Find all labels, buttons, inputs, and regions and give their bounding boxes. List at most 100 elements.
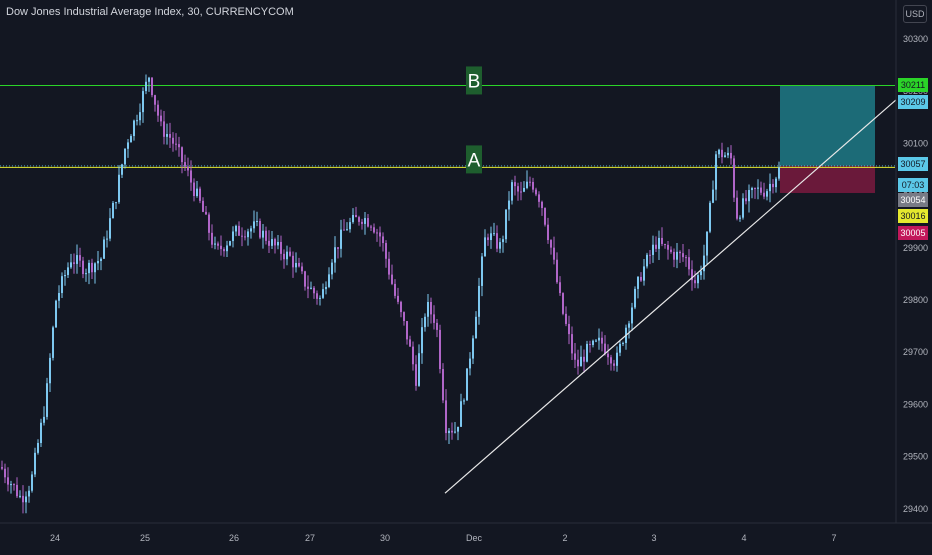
- candle-body: [460, 401, 462, 427]
- candle-body: [85, 273, 87, 275]
- candle-body: [481, 256, 483, 286]
- candle-body: [307, 286, 309, 289]
- candle-body: [97, 261, 99, 264]
- y-tick-label: 29600: [903, 399, 928, 409]
- candle-body: [172, 137, 174, 144]
- candle-body: [196, 188, 198, 197]
- candle-body: [109, 218, 111, 239]
- trendline[interactable]: [444, 98, 898, 494]
- candle-body: [376, 232, 378, 234]
- candle-body: [511, 182, 513, 201]
- candle-body: [613, 363, 615, 366]
- candle-body: [550, 240, 552, 248]
- candle-body: [379, 232, 381, 237]
- candle-body: [208, 214, 210, 233]
- x-tick-label: 27: [305, 533, 315, 543]
- candle-body: [499, 242, 501, 249]
- y-tick-label: 29800: [903, 295, 928, 305]
- candle-body: [679, 251, 681, 254]
- candle-body: [247, 231, 249, 238]
- stop-zone[interactable]: [780, 165, 875, 193]
- candle-body: [574, 353, 576, 360]
- candle-body: [145, 81, 147, 92]
- candle-body: [7, 477, 9, 485]
- candle-body: [721, 149, 723, 158]
- candle-body: [463, 400, 465, 402]
- candle-body: [169, 134, 171, 138]
- candle-body: [547, 224, 549, 241]
- candle-body: [202, 200, 204, 212]
- price-tag-bg: [898, 178, 928, 192]
- candle-body: [610, 357, 612, 364]
- candle-body: [700, 271, 702, 276]
- candle-body: [628, 323, 630, 328]
- y-tick-label: 30300: [903, 34, 928, 44]
- candle-body: [640, 276, 642, 281]
- candle-body: [448, 430, 450, 434]
- candle-body: [244, 236, 246, 238]
- currency-button[interactable]: USD: [903, 5, 927, 23]
- x-tick-label: Dec: [466, 533, 483, 543]
- candle-body: [646, 254, 648, 267]
- candle-body: [364, 218, 366, 224]
- price-tag-bg: [898, 226, 928, 240]
- price-tag-bg: [898, 157, 928, 171]
- candle-body: [517, 186, 519, 192]
- candle-body: [673, 251, 675, 260]
- candle-body: [229, 241, 231, 246]
- candle-body: [88, 262, 90, 274]
- candle-body: [604, 343, 606, 354]
- candle-body: [706, 231, 708, 256]
- candle-body: [685, 257, 687, 259]
- candle-body: [358, 217, 360, 222]
- candle-body: [55, 300, 57, 328]
- position-zones[interactable]: [780, 85, 875, 193]
- candle-body: [433, 314, 435, 323]
- candle-body: [436, 322, 438, 330]
- candle-body: [523, 187, 525, 192]
- price-tag-text: 07:03: [902, 180, 925, 190]
- level-label-text: A: [468, 150, 481, 171]
- candle-body: [655, 244, 657, 249]
- candle-body: [238, 225, 240, 236]
- candle-body: [445, 400, 447, 434]
- candle-body: [325, 286, 327, 290]
- candle-body: [409, 339, 411, 347]
- candle-body: [631, 307, 633, 324]
- candle-body: [568, 323, 570, 335]
- candle-body: [37, 442, 39, 453]
- candle-body: [10, 484, 12, 486]
- target-zone[interactable]: [780, 85, 875, 166]
- candle-body: [184, 162, 186, 167]
- candle-body: [277, 241, 279, 246]
- price-tag: 07:03: [898, 178, 928, 192]
- candle-body: [532, 181, 534, 190]
- candle-body: [76, 255, 78, 264]
- y-tick-label: 30100: [903, 138, 928, 148]
- candle-body: [100, 258, 102, 262]
- x-tick-label: 25: [140, 533, 150, 543]
- candle-body: [664, 243, 666, 245]
- candle-body: [412, 346, 414, 365]
- price-tag: 30016: [898, 209, 928, 223]
- candle-body: [727, 152, 729, 156]
- candle-body: [223, 249, 225, 252]
- candle-body: [265, 230, 267, 241]
- trendline-group[interactable]: [444, 98, 898, 494]
- y-tick-label: 29400: [903, 504, 928, 514]
- candle-body: [457, 426, 459, 432]
- time-axis[interactable]: 24 25 26 27 30 Dec 2 3 4 7: [0, 522, 932, 543]
- candle-body: [775, 178, 777, 188]
- candle-body: [733, 158, 735, 198]
- candle-body: [766, 191, 768, 197]
- candle-body: [253, 221, 255, 229]
- candle-body: [181, 147, 183, 163]
- candle-body: [91, 262, 93, 273]
- candle-body: [484, 237, 486, 257]
- candle-body: [490, 233, 492, 241]
- candle-body: [355, 215, 357, 218]
- candle-body: [439, 329, 441, 370]
- candle-body: [676, 251, 678, 260]
